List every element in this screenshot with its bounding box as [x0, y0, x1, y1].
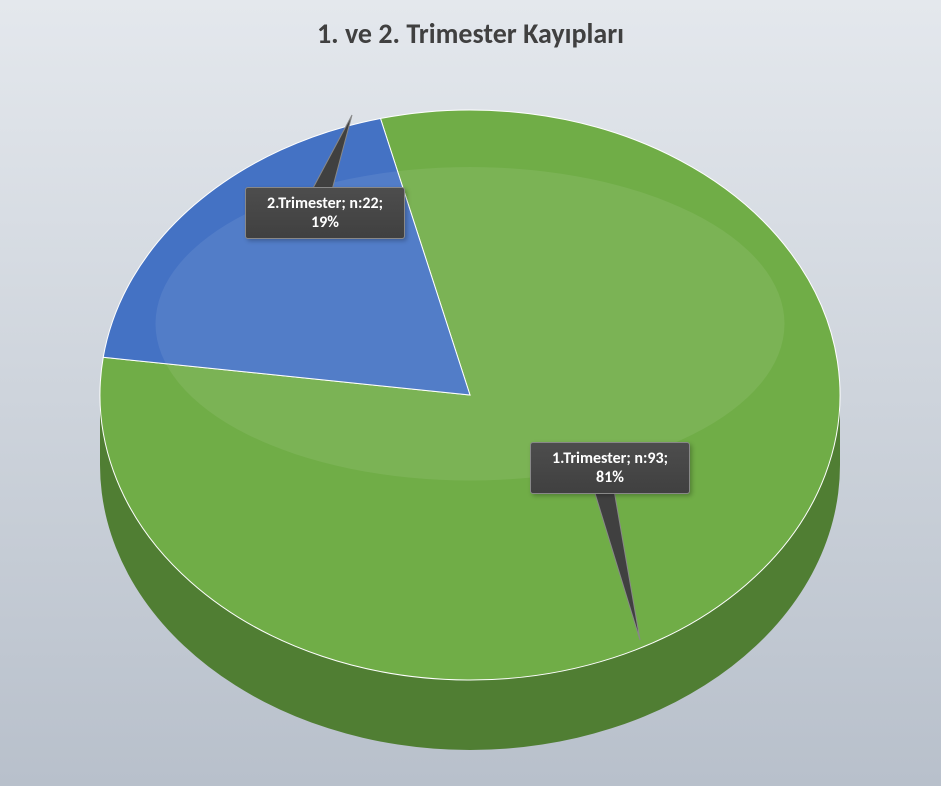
callout-line1: 1.Trimester; n:93;	[541, 449, 679, 468]
callout-line2: 19%	[256, 213, 394, 232]
callout-line1: 2.Trimester; n:22;	[256, 194, 394, 213]
pie-group	[100, 110, 840, 750]
chart-title: 1. ve 2. Trimester Kayıpları	[0, 16, 941, 51]
pie-chart-svg	[0, 0, 941, 786]
callout-box-0: 1.Trimester; n:93;81%	[530, 442, 690, 494]
callout-line2: 81%	[541, 468, 679, 487]
callout-box-1: 2.Trimester; n:22;19%	[245, 187, 405, 239]
pie-chart-container: 1. ve 2. Trimester Kayıpları 1.Trimester…	[0, 0, 941, 786]
